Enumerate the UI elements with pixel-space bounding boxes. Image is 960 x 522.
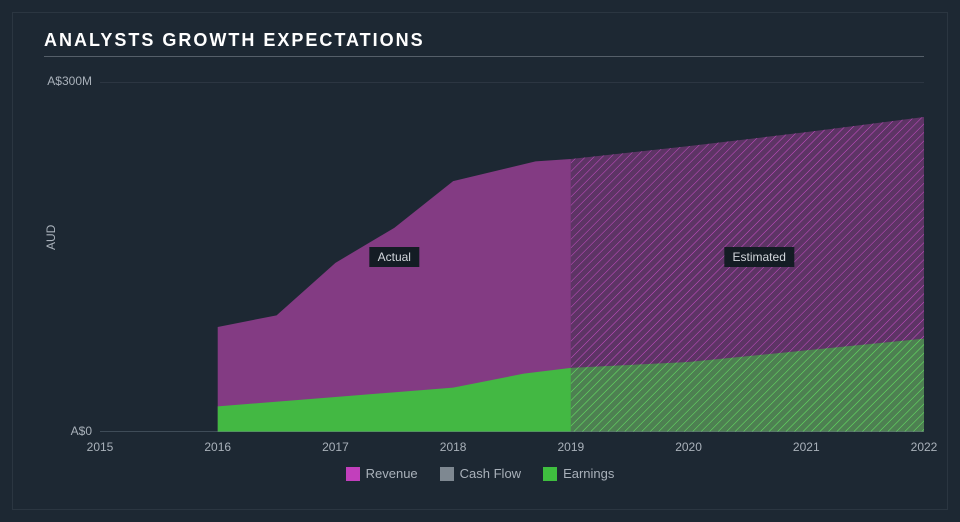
swatch-revenue-icon (346, 467, 360, 481)
title-rule (44, 56, 924, 57)
region-label-actual: Actual (370, 247, 419, 267)
y-axis-label: AUD (44, 225, 58, 250)
legend-label-cashflow: Cash Flow (460, 466, 521, 481)
x-tick-label: 2021 (786, 440, 826, 454)
legend-item-cashflow: Cash Flow (440, 466, 521, 481)
legend: Revenue Cash Flow Earnings (0, 466, 960, 481)
y-tick-label: A$0 (32, 424, 92, 438)
region-label-estimated: Estimated (725, 247, 794, 267)
x-tick-label: 2019 (551, 440, 591, 454)
legend-label-revenue: Revenue (366, 466, 418, 481)
swatch-earnings-icon (543, 467, 557, 481)
plot-area (100, 82, 924, 432)
y-tick-label: A$300M (32, 74, 92, 88)
x-tick-label: 2022 (904, 440, 944, 454)
chart-svg (100, 82, 924, 432)
legend-item-earnings: Earnings (543, 466, 614, 481)
legend-item-revenue: Revenue (346, 466, 418, 481)
legend-label-earnings: Earnings (563, 466, 614, 481)
x-tick-label: 2015 (80, 440, 120, 454)
x-tick-label: 2020 (669, 440, 709, 454)
x-tick-label: 2018 (433, 440, 473, 454)
x-tick-label: 2016 (198, 440, 238, 454)
x-tick-label: 2017 (315, 440, 355, 454)
chart-title: ANALYSTS GROWTH EXPECTATIONS (44, 30, 425, 51)
swatch-cashflow-icon (440, 467, 454, 481)
